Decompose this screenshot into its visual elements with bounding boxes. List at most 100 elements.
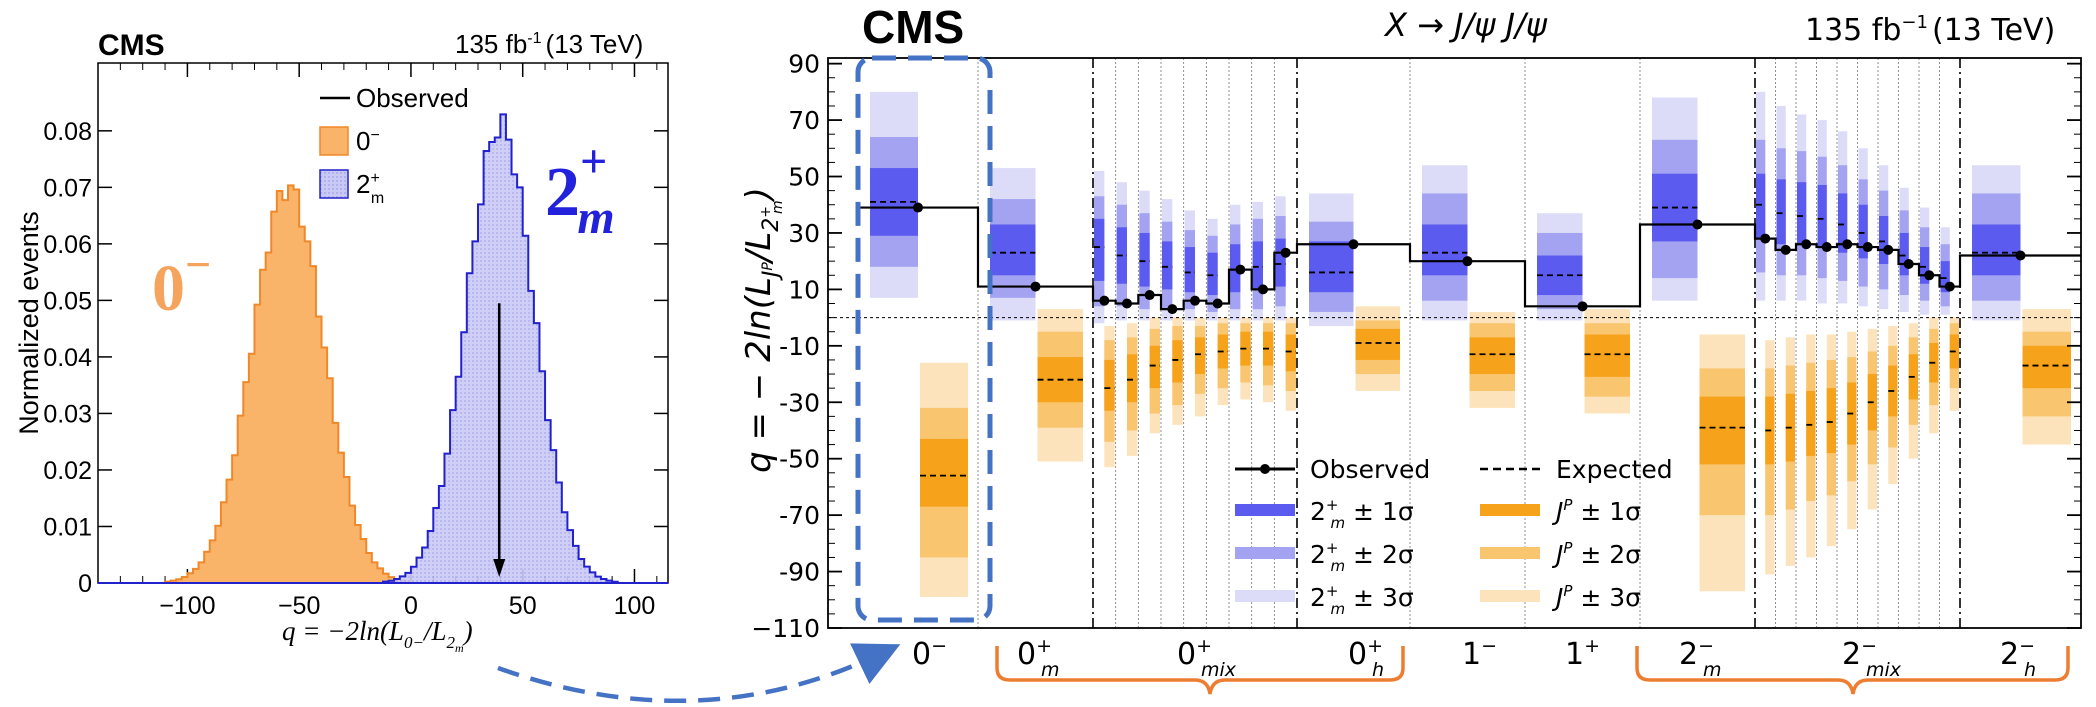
left-y-tick-label: 0.02 xyxy=(43,457,92,485)
category-label: 0+ h xyxy=(1348,635,1384,681)
observed-point xyxy=(1780,244,1791,255)
legend-blue1-label: 2+ m ± 1σ xyxy=(1310,496,1414,532)
observed-point xyxy=(1577,301,1588,312)
category-label: 0− xyxy=(912,635,947,672)
right-axis-ticks: 90 70 50 30 10 -10 -30 -50 -70 -90 −110 xyxy=(751,50,2081,643)
blue-band-b1 xyxy=(1094,218,1105,281)
left-y-tick-label: 0.03 xyxy=(43,400,92,428)
histogram-0minus xyxy=(98,184,668,584)
left-x-tick-label: 50 xyxy=(509,592,537,620)
legend-expected-label: Expected xyxy=(1556,455,1673,484)
legend-0minus-label: 0− xyxy=(356,126,380,156)
orange-band-o1 xyxy=(1826,388,1836,454)
observed-point xyxy=(1903,258,1914,269)
blue-band-b1 xyxy=(1309,241,1354,293)
bracket-2minus xyxy=(1635,646,2070,695)
category-label: 1− xyxy=(1462,635,1497,672)
left-y-tick-label: 0.07 xyxy=(43,174,92,202)
blue-band-b1 xyxy=(1275,238,1286,287)
legend-blue3-label: 2+ m ± 3σ xyxy=(1310,582,1414,618)
orange-band-o1 xyxy=(1172,340,1183,383)
blue-band-b1 xyxy=(1230,244,1241,293)
observed-point xyxy=(1944,281,1955,292)
observed-point xyxy=(1924,270,1935,281)
blue-band-b1 xyxy=(1422,224,1468,276)
category-label: 2− h xyxy=(2000,635,2036,681)
observed-point xyxy=(1144,290,1155,301)
left-axis-ticks: −100 −50 0 50 100 0 0.01 0.02 0.03 0.04 0.05 0.06 0.… xyxy=(43,63,668,620)
left-xlabel: q = −2ln(L0−/L2m) xyxy=(282,616,473,655)
observed-point xyxy=(1190,295,1200,306)
orange-band-o1 xyxy=(920,438,968,507)
cms-label-right: CMS xyxy=(862,1,964,53)
left-y-tick-label: 0.08 xyxy=(43,118,92,146)
right-y-tick-label: -90 xyxy=(779,558,820,587)
histogram-2plus-m xyxy=(98,113,668,584)
legend-blue2-label: 2+ m ± 2σ xyxy=(1310,539,1414,575)
observed-point xyxy=(1760,233,1771,244)
orange-band-o1 xyxy=(1195,337,1206,375)
observed-point xyxy=(1212,298,1223,309)
highlight-arrow xyxy=(497,643,901,703)
right-y-tick-label: -30 xyxy=(779,388,820,417)
blue-band-b1 xyxy=(1797,182,1807,245)
blue-band-b1 xyxy=(1879,216,1889,264)
legend-orange2-label: JP ± 2σ xyxy=(1551,539,1641,569)
orange-band-o1 xyxy=(1355,328,1400,360)
category-label: 1+ xyxy=(1565,635,1600,672)
right-title: X → J/ψ J/ψ xyxy=(1383,6,1548,44)
blue-band-b1 xyxy=(1899,232,1909,276)
legend-2plus-label: 2+ m xyxy=(356,169,384,207)
category-labels: 0− 0+ m 0+ mix 0+ h 1− 1+ 2− m 2− mix 2− h xyxy=(912,635,2036,681)
left-x-tick-label: −100 xyxy=(159,592,215,620)
left-y-tick-label: 0.04 xyxy=(43,344,92,372)
observed-point xyxy=(913,202,923,213)
orange-band-o1 xyxy=(1285,334,1296,372)
right-y-tick-label: 10 xyxy=(788,275,820,304)
blue-band-b1 xyxy=(990,224,1036,276)
left-y-tick-label: 0.05 xyxy=(43,287,92,315)
left-y-tick-label: 0.06 xyxy=(43,231,92,259)
observed-arrowhead xyxy=(493,559,506,577)
orange-band-o1 xyxy=(1149,345,1160,389)
bracket-0plus xyxy=(995,646,1405,695)
category-label: 2− m xyxy=(1679,635,1722,681)
left-y-tick-label: 0.01 xyxy=(43,513,92,541)
left-ylabel: Normalized events xyxy=(14,211,44,435)
right-ylabel: q = − 2ln(LJP/L2+m) xyxy=(739,187,786,473)
observed-point xyxy=(1883,244,1894,255)
observed-point xyxy=(1280,247,1291,258)
right-y-tick-label: -10 xyxy=(779,332,820,361)
legend-orange1-label: JP ± 1σ xyxy=(1551,496,1641,526)
left-histograms xyxy=(98,113,668,584)
observed-point xyxy=(1122,298,1132,309)
legend-orange1-swatch xyxy=(1480,504,1540,516)
blue-band-b1 xyxy=(1207,252,1218,296)
left-histogram-panel: CMS 135 fb-1 (13 TeV) −100 −50 0 50 100 0 0.01 0… xyxy=(14,29,669,655)
category-label: 0+ mix xyxy=(1177,635,1237,681)
blue-band-b1 xyxy=(1972,224,2021,276)
observed-point xyxy=(1099,295,1110,306)
orange-band-o1 xyxy=(2022,345,2071,389)
left-x-tick-label: 100 xyxy=(614,592,656,620)
blue-band-b1 xyxy=(1858,204,1868,259)
orange-band-o1 xyxy=(1806,390,1816,456)
lumi-label-right: 135 fb−1 (13 TeV) xyxy=(1805,12,2055,48)
right-y-tick-label: -70 xyxy=(779,501,820,530)
observed-point xyxy=(1235,264,1246,275)
lumi-label-left: 135 fb-1 (13 TeV) xyxy=(455,29,643,59)
legend-orange2-swatch xyxy=(1480,547,1540,559)
blue-band-b1 xyxy=(1838,193,1848,253)
orange-band-o1 xyxy=(1469,337,1515,375)
cms-label-left: CMS xyxy=(98,29,165,62)
right-y-tick-label: 90 xyxy=(788,50,820,79)
orange-band-o1 xyxy=(1104,359,1115,411)
highlight-box-0minus xyxy=(855,55,993,623)
observed-point xyxy=(1862,242,1873,253)
big-label-2plus-m: 2+ m xyxy=(545,135,615,244)
legend-observed-label: Observed xyxy=(1310,455,1430,484)
right-y-tick-label: 70 xyxy=(788,106,820,135)
orange-band-o1 xyxy=(1699,396,1745,465)
left-x-tick-label: −50 xyxy=(278,592,320,620)
